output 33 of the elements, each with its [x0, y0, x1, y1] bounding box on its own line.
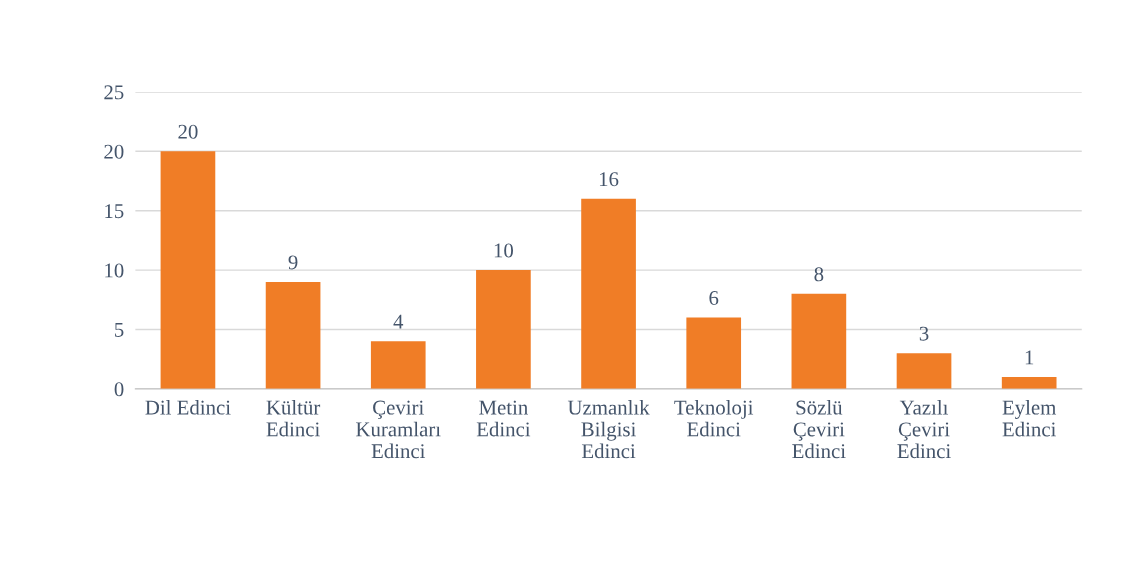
x-tick-label: Kültür Edinci [266, 399, 321, 437]
bar [476, 270, 531, 389]
x-tick-label: Uzmanlık Bilgisi Edinci [567, 399, 650, 459]
bar [896, 353, 952, 389]
data-label: 6 [709, 291, 719, 306]
bar [791, 293, 847, 389]
bar [160, 151, 216, 389]
y-tick-label: 20 [104, 144, 124, 159]
data-label: 16 [599, 172, 619, 187]
bar [581, 198, 636, 389]
data-label: 1 [1025, 350, 1034, 365]
bar [686, 317, 742, 389]
y-tick-label: 25 [104, 85, 124, 100]
data-label: 4 [393, 314, 404, 329]
x-tick-label: Yazılı Çeviri Edinci [897, 399, 951, 459]
bar [1001, 376, 1057, 389]
data-label: 9 [288, 255, 298, 270]
data-label: 10 [494, 243, 514, 258]
x-tick-label: Teknoloji Edinci [674, 399, 754, 437]
x-tick-label: Sözlü Çeviri Edinci [792, 399, 846, 459]
data-label: 8 [814, 267, 824, 282]
bar [265, 281, 321, 389]
data-label: 3 [919, 326, 929, 341]
x-tick-label: Eylem Edinci [1002, 399, 1057, 437]
x-tick-label: Çeviri Kuramları Edinci [356, 400, 441, 459]
y-tick-label: 5 [115, 323, 124, 337]
x-tick-label: Metin Edinci [476, 400, 531, 437]
y-tick-label: 15 [105, 204, 124, 219]
y-tick-label: 0 [114, 382, 124, 397]
x-tick-label: Dil Edinci [145, 399, 231, 415]
y-tick-label: 10 [105, 263, 124, 278]
bar [370, 341, 426, 389]
data-label: 20 [178, 124, 198, 139]
